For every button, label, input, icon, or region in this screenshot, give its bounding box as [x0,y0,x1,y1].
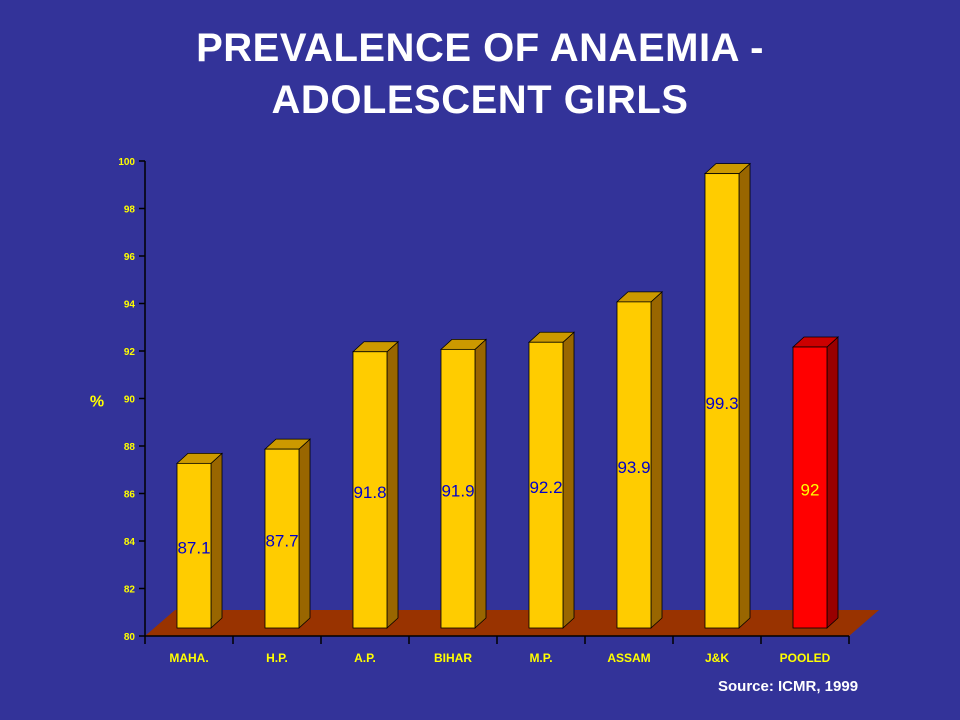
bar [264,448,300,629]
y-tick-label: 94 [124,300,136,311]
y-tick-label: 90 [124,395,136,406]
bar [440,348,476,629]
bar-value-label: 91.8 [353,483,386,502]
y-tick-label: 84 [124,537,136,548]
x-tick-label: J&K [705,651,729,665]
y-axis-label: % [90,394,104,411]
bar-value-label: 93.9 [617,458,650,477]
y-tick-label: 92 [124,347,136,358]
bar [704,173,740,629]
y-tick-label: 82 [124,585,136,596]
x-tick-label: MAHA. [169,651,208,665]
bar-value-label: 92.2 [529,478,562,497]
bar-value-label: 91.9 [441,482,474,501]
bar-side [650,290,663,629]
bar-value-label: 99.3 [705,394,738,413]
y-tick-label: 96 [124,252,136,263]
y-tick-label: 80 [124,632,136,643]
y-tick-label: 88 [124,442,136,453]
x-tick-label: BIHAR [434,651,472,665]
bar-side [298,438,311,629]
bar [352,351,388,629]
x-tick-label: ASSAM [607,651,650,665]
bar-side [474,338,487,629]
bar [528,341,564,629]
bar-value-label: 92 [801,481,820,500]
chart-title-line-1: PREVALENCE OF ANAEMIA - [196,26,764,70]
x-tick-label: M.P. [529,651,552,665]
y-tick-label: 98 [124,205,136,216]
y-tick-label: 86 [124,490,136,501]
chart-title-line-2: ADOLESCENT GIRLS [271,78,689,122]
chart-floor [145,610,879,636]
chart-title: PREVALENCE OF ANAEMIA - ADOLESCENT GIRLS [0,22,960,126]
bar [792,346,828,629]
bar [176,462,212,629]
bar-side [562,331,575,629]
y-tick-label: 100 [118,157,135,168]
bar-value-label: 87.7 [265,532,298,551]
bar-side [738,162,751,629]
x-tick-label: A.P. [354,651,376,665]
x-tick-label: POOLED [780,651,831,665]
bar-side [210,452,223,629]
x-tick-label: H.P. [266,651,288,665]
bar-side [386,340,399,629]
bar [616,301,652,629]
bar-side [826,336,839,629]
source-note: Source: ICMR, 1999 [718,678,859,695]
bar-value-label: 87.1 [177,539,210,558]
